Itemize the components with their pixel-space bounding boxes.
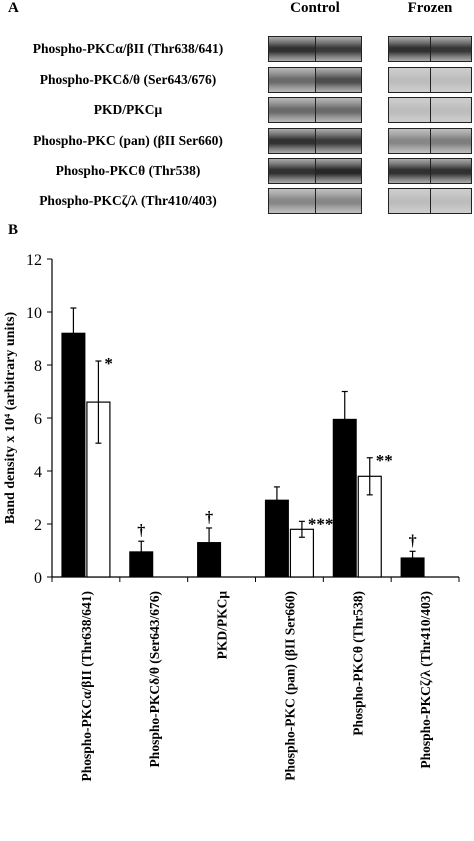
- blot-control: [268, 67, 362, 93]
- blot-band: [315, 189, 361, 213]
- y-tick-label: 8: [34, 358, 42, 375]
- blot-band: [269, 37, 315, 61]
- lane-divider: [430, 189, 431, 213]
- x-category-label: Phospho-PKCα/βII (Thr638/641): [79, 591, 94, 782]
- significance-marker: †: [205, 509, 213, 526]
- bar-control: [197, 542, 222, 578]
- lane-divider: [430, 98, 431, 122]
- blot-band: [315, 159, 361, 183]
- lane-divider: [315, 159, 316, 183]
- blot-row-label: Phospho-PKCδ/θ (Ser643/676): [39, 72, 217, 87]
- blot-row-label: Phospho-PKCα/βII (Thr638/641): [32, 41, 224, 56]
- lane-divider: [430, 129, 431, 153]
- lane-divider: [315, 37, 316, 61]
- blot-band: [389, 159, 430, 183]
- lane-divider: [315, 129, 316, 153]
- blot-band: [269, 98, 315, 122]
- lane-divider: [315, 189, 316, 213]
- lane-divider: [315, 68, 316, 92]
- lane-divider: [430, 68, 431, 92]
- blot-band: [389, 189, 430, 213]
- column-header-frozen: Frozen: [407, 0, 453, 16]
- blot-row-label: Phospho-PKC (pan) (βII Ser660): [33, 133, 223, 148]
- x-category-label: Phospho-PKCζ/λ (Thr410/403): [418, 591, 433, 769]
- blot-band: [430, 159, 471, 183]
- blot-row-label: PKD/PKCμ: [93, 102, 163, 117]
- significance-marker: ***: [308, 514, 334, 533]
- y-tick-label: 0: [34, 570, 42, 587]
- y-tick-label: 4: [34, 464, 42, 481]
- blot-row-label: Phospho-PKCζ/λ (Thr410/403): [39, 193, 217, 208]
- blot-frozen: [388, 188, 472, 214]
- lane-divider: [430, 37, 431, 61]
- blot-band: [315, 68, 361, 92]
- blot-band: [269, 189, 315, 213]
- significance-marker: *: [104, 354, 113, 373]
- blot-frozen: [388, 158, 472, 184]
- significance-marker: †: [409, 532, 417, 549]
- panel-b-letter: B: [8, 222, 19, 238]
- blot-frozen: [388, 97, 472, 123]
- significance-marker: †: [137, 522, 145, 539]
- bar-control: [332, 418, 357, 578]
- blot-band: [315, 129, 361, 153]
- x-category-label: Phospho-PKC (pan) (βII Ser660): [282, 591, 297, 781]
- significance-marker: **: [376, 451, 393, 470]
- y-tick-label: 10: [26, 305, 42, 322]
- blot-band: [430, 129, 471, 153]
- blot-control: [268, 97, 362, 123]
- bar-control: [129, 551, 154, 578]
- y-tick-label: 12: [26, 252, 42, 269]
- blot-frozen: [388, 67, 472, 93]
- bar-control: [400, 557, 425, 578]
- lane-divider: [430, 159, 431, 183]
- blot-band: [389, 68, 430, 92]
- blot-band: [315, 98, 361, 122]
- y-axis-label: Band density x 10⁴ (arbitrary units): [3, 312, 18, 525]
- y-tick-label: 2: [34, 517, 42, 534]
- column-header-control: Control: [290, 0, 340, 16]
- blot-band: [430, 189, 471, 213]
- blot-control: [268, 158, 362, 184]
- blot-band: [389, 98, 430, 122]
- bar-control: [61, 332, 86, 578]
- lane-divider: [315, 98, 316, 122]
- blot-band: [430, 68, 471, 92]
- blot-band: [389, 37, 430, 61]
- blot-band: [430, 37, 471, 61]
- blot-control: [268, 188, 362, 214]
- panel-a-letter: A: [8, 0, 19, 16]
- blot-row-label: Phospho-PKCθ (Thr538): [55, 163, 201, 178]
- blot-band: [430, 98, 471, 122]
- x-category-label: Phospho-PKCθ (Thr538): [350, 591, 365, 736]
- blot-band: [269, 129, 315, 153]
- blot-band: [269, 159, 315, 183]
- blot-band: [269, 68, 315, 92]
- x-category-label: PKD/PKCμ: [215, 591, 230, 660]
- blot-frozen: [388, 36, 472, 62]
- x-category-label: Phospho-PKCδ/θ (Ser643/676): [147, 591, 162, 767]
- blot-control: [268, 36, 362, 62]
- y-tick-label: 6: [34, 411, 42, 428]
- blot-frozen: [388, 128, 472, 154]
- bar-control: [264, 499, 289, 578]
- blot-band: [315, 37, 361, 61]
- blot-band: [389, 129, 430, 153]
- blot-control: [268, 128, 362, 154]
